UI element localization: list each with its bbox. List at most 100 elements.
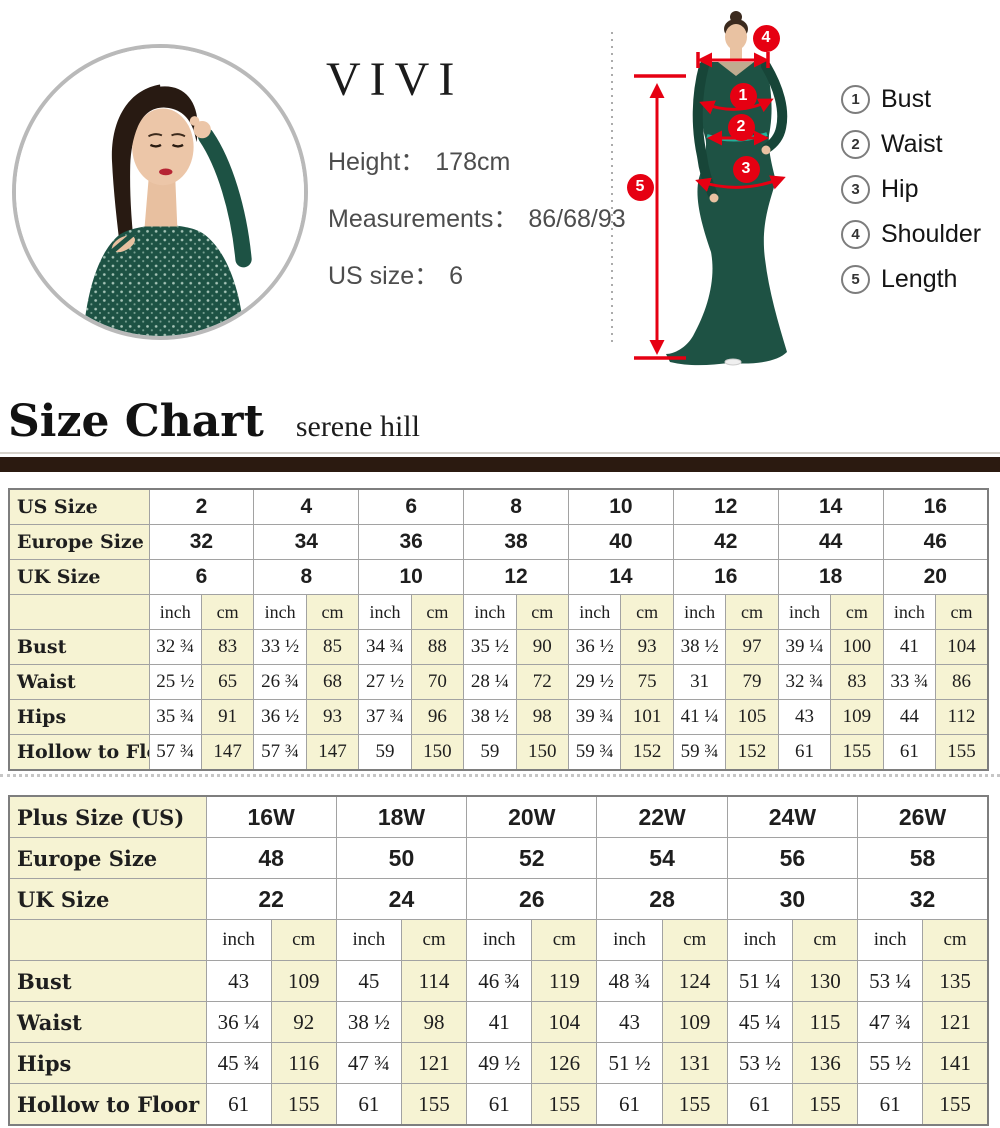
unit-cm-cell: cm (410, 594, 465, 630)
size-value-cell: 4 (253, 488, 360, 525)
inch-value-cell: 41 (882, 629, 937, 665)
cm-value-cell: 98 (515, 699, 570, 735)
unit-cm-cell: cm (270, 919, 337, 961)
size-header-row: US Size 2 4 6 8 10 12 14 16 (8, 488, 989, 525)
unit-cm-cell: cm (400, 919, 468, 961)
inch-value-cell: 53 ¼ (857, 960, 924, 1002)
inch-value-cell: 34 ¾ (358, 629, 412, 665)
height-value: 178cm (435, 148, 511, 176)
us-size-value: 6 (449, 262, 464, 290)
gown-silhouette (666, 62, 787, 366)
size-value-cell: 32 (148, 524, 255, 560)
row-label-cell: Bust (8, 629, 150, 665)
unit-inch-cell: inch (253, 594, 307, 630)
row-label-cell: US Size (8, 488, 150, 525)
size-value-cell: 20W (466, 795, 598, 838)
cm-value-cell: 116 (270, 1042, 337, 1084)
inch-value-cell: 27 ½ (358, 664, 412, 700)
inch-value-cell: 39 ¼ (777, 629, 832, 665)
size-value-cell: 52 (466, 837, 598, 879)
unit-cm-cell: cm (830, 594, 884, 630)
diagram-marker-shoulder: 4 (752, 24, 780, 52)
cm-value-cell: 124 (661, 960, 728, 1002)
size-header-row: Europe Size 32 34 36 38 40 42 44 46 (8, 524, 989, 560)
inch-value-cell: 26 ¾ (253, 664, 307, 700)
circled-number-icon: 3 (841, 174, 870, 204)
unit-cm-cell: cm (200, 594, 255, 630)
cm-value-cell: 68 (305, 664, 360, 700)
size-value-cell: 54 (596, 837, 728, 879)
inch-value-cell: 51 ½ (596, 1042, 663, 1084)
diagram-marker-waist: 2 (727, 113, 755, 141)
row-label-cell: Waist (8, 664, 150, 700)
unit-cm-cell: cm (922, 919, 989, 961)
unit-inch-cell: inch (335, 919, 402, 961)
cm-value-cell: 152 (620, 734, 674, 771)
model-height: Height： 178cm (328, 142, 626, 178)
unit-inch-cell: inch (148, 594, 202, 630)
size-value-cell: 12 (672, 488, 779, 525)
cm-value-cell: 155 (270, 1083, 337, 1126)
inch-value-cell: 43 (205, 960, 272, 1002)
unit-cm-cell: cm (531, 919, 598, 961)
inch-value-cell: 32 ¾ (148, 629, 202, 665)
measurement-row: Hips 45 ¾ 116 47 ¾ 121 49 ½ 126 51 ½ 131 53 ½ 136 5… (8, 1042, 989, 1084)
circled-number-icon: 5 (841, 264, 870, 294)
cm-value-cell: 79 (725, 664, 779, 700)
inch-value-cell: 28 ¼ (463, 664, 517, 700)
size-value-cell: 8 (463, 488, 569, 525)
size-value-cell: 42 (672, 524, 779, 560)
hip-arrow (695, 175, 786, 192)
cm-value-cell: 92 (270, 1001, 337, 1043)
cm-value-cell: 83 (830, 664, 884, 700)
unit-cm-cell: cm (791, 919, 859, 961)
cm-value-cell: 135 (922, 960, 989, 1002)
cm-value-cell: 147 (305, 734, 360, 771)
unit-inch-cell: inch (596, 919, 663, 961)
divider-bar (0, 457, 1000, 472)
cm-value-cell: 114 (400, 960, 468, 1002)
legend-item-shoulder: 4 Shoulder (841, 219, 981, 249)
size-value-cell: 30 (726, 878, 859, 920)
measurements-value: 86/68/93 (528, 205, 626, 233)
inch-value-cell: 39 ¾ (567, 699, 622, 735)
inch-value-cell: 46 ¾ (466, 960, 533, 1002)
size-value-cell: 58 (857, 837, 989, 879)
size-value-cell: 18 (777, 559, 884, 595)
cm-value-cell: 100 (830, 629, 884, 665)
section-header: Size Chart serene hill (8, 396, 420, 447)
unit-row: inch cm inch cm inch cm inch cm inch cm inch cm (8, 919, 989, 961)
bust-arrow (699, 98, 774, 115)
cm-value-cell: 119 (531, 960, 598, 1002)
legend-item-waist: 2 Waist (841, 129, 981, 159)
row-label-cell: UK Size (8, 878, 207, 920)
size-value-cell: 44 (777, 524, 884, 560)
cm-value-cell: 126 (531, 1042, 598, 1084)
size-value-cell: 40 (568, 524, 674, 560)
inch-value-cell: 61 (726, 1083, 793, 1126)
model-photo (12, 44, 308, 340)
inch-value-cell: 36 ¼ (205, 1001, 272, 1043)
dotted-separator (0, 774, 1000, 777)
cm-value-cell: 85 (305, 629, 360, 665)
cm-value-cell: 109 (270, 960, 337, 1002)
inch-value-cell: 55 ½ (857, 1042, 924, 1084)
inch-value-cell: 41 ¼ (672, 699, 727, 735)
inch-value-cell: 48 ¾ (596, 960, 663, 1002)
unit-cm-cell: cm (935, 594, 989, 630)
size-value-cell: 50 (335, 837, 468, 879)
diagram-marker-bust: 1 (729, 82, 757, 110)
size-value-cell: 24 (335, 878, 468, 920)
cm-value-cell: 104 (531, 1001, 598, 1043)
inch-value-cell: 36 ½ (253, 699, 307, 735)
circled-number-icon: 4 (841, 219, 870, 249)
legend-item-hip: 3 Hip (841, 174, 981, 204)
size-header-row: UK Size 22 24 26 28 30 32 (8, 878, 989, 920)
inch-value-cell: 59 ¾ (672, 734, 727, 771)
inch-value-cell: 36 ½ (567, 629, 622, 665)
unit-inch-cell: inch (672, 594, 727, 630)
measurements-label: Measurements： (328, 205, 519, 233)
cm-value-cell: 96 (410, 699, 465, 735)
cm-value-cell: 155 (830, 734, 884, 771)
